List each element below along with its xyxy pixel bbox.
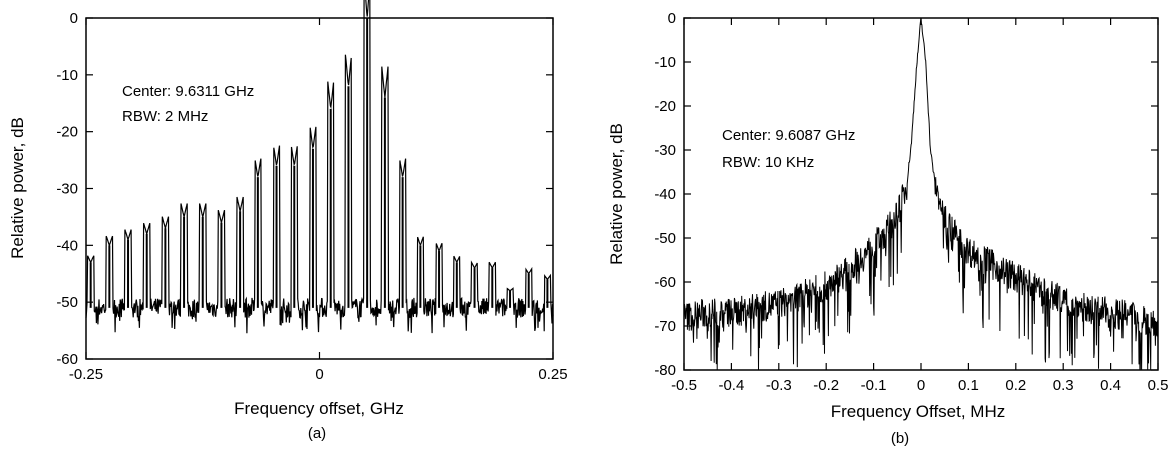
y-tick-label-b: -80	[654, 362, 676, 379]
y-tick-label-b: -70	[654, 318, 676, 335]
x-tick-label-a: 0.25	[538, 366, 567, 383]
x-tick-label-b: 0.4	[1100, 377, 1121, 394]
y-axis-title-b: Relative power, dB	[607, 123, 626, 265]
center-frequency-annotation-a: Center: 9.6311 GHz	[122, 83, 254, 100]
ticks-b: 0 -10 -20 -30 -40 -50 -60 -70 -80-0.5 -0.4 -0.3 -0.…	[654, 10, 1168, 394]
y-tick-label-b: -20	[654, 98, 676, 115]
rbw-annotation-a: RBW: 2 MHz	[122, 108, 208, 125]
x-tick-label-b: 0	[917, 377, 925, 394]
y-tick-label-b: -40	[654, 186, 676, 203]
y-tick-label-b: -30	[654, 142, 676, 159]
center-frequency-annotation-b: Center: 9.6087 GHz	[722, 127, 855, 144]
x-tick-label-a: -0.25	[69, 366, 103, 383]
y-tick-label-b: -50	[654, 230, 676, 247]
x-tick-label-b: -0.3	[766, 377, 792, 394]
y-tick-label-a: -10	[56, 67, 78, 84]
x-tick-label-b: -0.2	[813, 377, 839, 394]
x-tick-label-a: 0	[315, 366, 323, 383]
x-axis-title-a: Frequency offset, GHz	[234, 399, 404, 418]
x-tick-label-b: -0.1	[861, 377, 887, 394]
y-tick-label-a: -60	[56, 351, 78, 368]
y-tick-label-b: -60	[654, 274, 676, 291]
y-axis-title-a: Relative power, dB	[8, 117, 27, 259]
x-tick-label-b: 0.5	[1148, 377, 1169, 394]
y-tick-label-b: 0	[668, 10, 676, 27]
ticks-a: 0 -10 -20 -30 -40 -50 -60-0.25 0 0.25	[56, 10, 567, 383]
rbw-annotation-b: RBW: 10 KHz	[722, 154, 814, 171]
y-tick-label-a: 0	[70, 10, 78, 27]
spectrum-trace-a	[85, 0, 554, 334]
x-tick-label-b: -0.4	[718, 377, 744, 394]
panel-b-chart: 0 -10 -20 -30 -40 -50 -60 -70 -80-0.5 -0.4 -0.3 -0.…	[607, 10, 1168, 447]
y-tick-label-a: -30	[56, 181, 78, 198]
x-tick-label-b: -0.5	[671, 377, 697, 394]
spectrum-line-a	[85, 0, 554, 334]
spectrum-trace-b	[683, 17, 1159, 371]
y-tick-label-b: -10	[654, 54, 676, 71]
panel-label-b: (b)	[891, 430, 909, 447]
y-tick-label-a: -40	[56, 237, 78, 254]
x-tick-label-b: 0.1	[958, 377, 979, 394]
y-tick-label-a: -20	[56, 124, 78, 141]
panel-label-a: (a)	[308, 425, 326, 442]
spectrum-line-b	[683, 17, 1159, 371]
x-axis-title-b: Frequency Offset, MHz	[831, 402, 1005, 421]
x-tick-label-b: 0.2	[1005, 377, 1026, 394]
x-tick-label-b: 0.3	[1053, 377, 1074, 394]
y-tick-label-a: -50	[56, 294, 78, 311]
panel-a-chart: 0 -10 -20 -30 -40 -50 -60-0.25 0 0.25 Relative p…	[8, 0, 568, 442]
